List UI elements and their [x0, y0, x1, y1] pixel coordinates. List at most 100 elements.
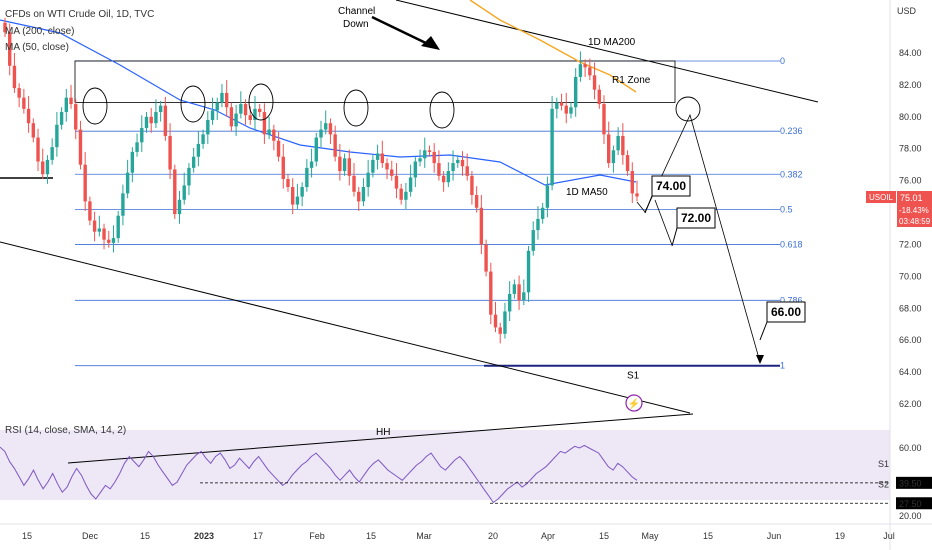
- candle-body: [588, 67, 592, 76]
- candle-body: [229, 107, 234, 127]
- target-callout-box: [676, 207, 716, 229]
- candle-body: [88, 201, 92, 221]
- r1-touch-circle: [248, 83, 274, 121]
- rsi-hh-label: HH: [376, 427, 390, 438]
- candle-body: [635, 193, 639, 197]
- time-tick-label: May: [641, 531, 659, 541]
- lightning-icon: ⚡: [628, 397, 640, 410]
- candle-body: [418, 158, 422, 162]
- candle-body: [390, 169, 394, 176]
- time-tick-label: Dec: [82, 531, 99, 541]
- candle-body: [536, 218, 540, 231]
- candle-body: [352, 175, 356, 192]
- candle-body: [196, 143, 201, 157]
- candle-body: [201, 134, 205, 144]
- candle-body: [281, 156, 285, 180]
- bar-countdown: 03:48:59: [899, 217, 931, 226]
- fib-label: 0.382: [780, 169, 803, 179]
- price-axis: 84.0082.0080.0078.0076.0074.0072.0070.00…: [889, 0, 922, 550]
- candle-body: [55, 124, 59, 148]
- candle-body: [437, 163, 441, 176]
- rsi-legend: RSI (14, close, SMA, 14, 2): [5, 425, 126, 436]
- candle-body: [210, 110, 215, 121]
- candle-body: [144, 116, 149, 128]
- candle-body: [404, 191, 408, 200]
- candle-body: [479, 207, 484, 245]
- candle-body: [371, 159, 375, 173]
- rsi-line: [0, 444, 638, 504]
- candle-body: [375, 153, 380, 160]
- candle-body: [555, 102, 559, 109]
- rsi-level-badge: [896, 497, 932, 510]
- candle-body: [559, 102, 564, 106]
- candle-body: [8, 32, 12, 66]
- target-callout-box: [651, 175, 691, 197]
- rsi-level-badge: [896, 476, 932, 489]
- target-callout-pointer: [759, 321, 768, 341]
- channel-down-label-2: Down: [343, 19, 369, 30]
- candle-body: [328, 123, 333, 135]
- candle-body: [498, 327, 502, 334]
- trendlines: [0, 0, 819, 464]
- target-callout-label: 74.00: [656, 179, 686, 193]
- channel-lower-line: [0, 241, 691, 414]
- candle-body: [215, 102, 219, 111]
- candle-body: [338, 156, 342, 172]
- candle-body: [309, 161, 314, 168]
- candle-body: [177, 199, 182, 215]
- candle-body: [602, 104, 606, 135]
- candle-body: [262, 112, 267, 135]
- candle-body: [168, 135, 172, 170]
- candle-body: [540, 207, 545, 219]
- ma50-line: [0, 19, 637, 186]
- fib-label: 1: [780, 361, 785, 371]
- candle-body: [243, 104, 248, 116]
- candle-body: [12, 65, 17, 89]
- r1-touch-circle: [180, 85, 206, 123]
- candle-body: [441, 175, 446, 183]
- candle-body: [550, 108, 554, 186]
- ma200-line: [469, 0, 637, 93]
- candle-body: [267, 129, 271, 135]
- moving-averages: [0, 0, 637, 186]
- candle-body: [224, 92, 229, 108]
- price-tick-label: 84.00: [899, 48, 922, 58]
- channel-down-arrow: [371, 15, 431, 47]
- candle-body: [305, 167, 309, 188]
- candle-body: [158, 105, 163, 113]
- target-callout-box: [766, 301, 806, 323]
- time-tick-label: 2023: [194, 531, 214, 541]
- time-tick-label: Jul: [883, 531, 895, 541]
- candle-body: [380, 153, 385, 164]
- candle-body: [522, 292, 526, 301]
- candle-body: [248, 115, 252, 121]
- candle-body: [286, 179, 290, 188]
- candle-body: [107, 239, 111, 243]
- candle-body: [366, 172, 370, 188]
- time-tick-label: 19: [835, 531, 845, 541]
- candle-body: [630, 171, 634, 194]
- channel-upper-line: [395, 0, 819, 103]
- candle-body: [64, 97, 69, 113]
- target-callout-label: 72.00: [681, 211, 711, 225]
- symbol-label: USOIL: [869, 193, 894, 202]
- channel-down-arrowhead: [421, 36, 440, 50]
- candle-body: [545, 185, 550, 208]
- candle-body: [220, 92, 224, 103]
- candle-body: [135, 142, 139, 152]
- candle-body: [59, 112, 64, 125]
- rsi-series: S1 39.50 S2 27.50: [0, 444, 932, 510]
- candle-body: [517, 284, 521, 301]
- rsi-level-name: S2: [878, 479, 889, 489]
- candle-body: [512, 284, 517, 294]
- candle-body: [69, 97, 73, 105]
- candle-body: [173, 169, 177, 215]
- r1-touch-circle: [343, 89, 369, 127]
- fib-label: 0.618: [780, 239, 803, 249]
- candle-body: [427, 150, 432, 152]
- chart-title: CFDs on WTI Crude Oil, 1D, TVC: [5, 9, 154, 20]
- candle-body: [465, 166, 469, 176]
- annotations: S1 R1 Zone HH Channel Down 1D MA200 1D MA50 74.…: [82, 6, 806, 438]
- fibonacci-levels: 0 0.236 0.382 0.5 0.618 0.786 1: [75, 56, 803, 371]
